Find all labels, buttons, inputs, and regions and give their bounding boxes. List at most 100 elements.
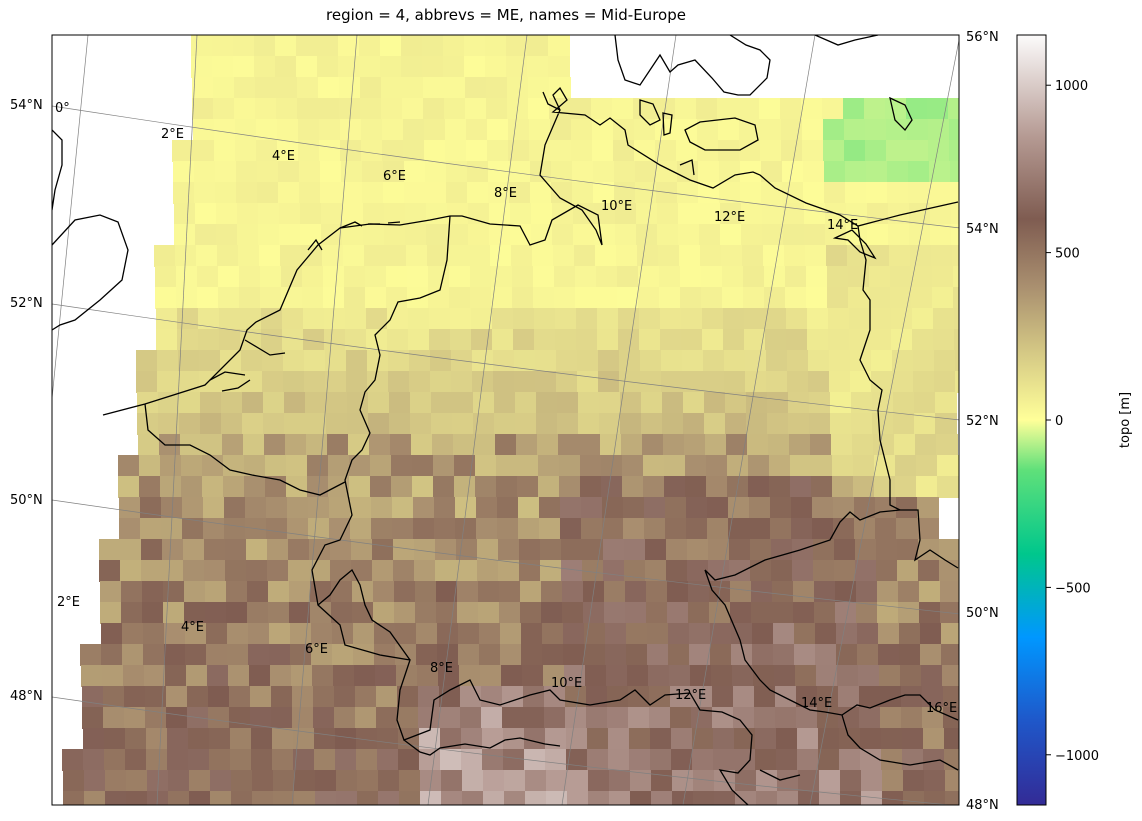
topo-cell	[576, 329, 598, 351]
topo-cell	[662, 392, 684, 414]
topo-cell	[806, 266, 828, 288]
topo-cell	[499, 602, 521, 624]
topo-cell	[370, 455, 392, 477]
topo-cell	[83, 749, 105, 771]
topo-cell	[244, 455, 266, 477]
topo-cell	[329, 497, 351, 519]
topo-cell	[470, 287, 492, 309]
topo-cell	[897, 539, 919, 561]
topo-cell	[365, 266, 387, 288]
topo-cell	[901, 707, 923, 729]
topo-cell	[701, 266, 723, 288]
topo-cell	[337, 812, 359, 821]
topo-cell	[929, 161, 951, 183]
topo-cell	[930, 203, 952, 225]
topo-cell	[736, 812, 758, 821]
topo-cell	[251, 728, 273, 750]
topo-cell	[574, 245, 596, 267]
topo-cell	[621, 434, 643, 456]
topo-cell	[561, 539, 583, 561]
topo-cell	[303, 329, 325, 351]
colorbar-tick-label: 1000	[1055, 79, 1088, 94]
topo-cell	[450, 329, 472, 351]
lon-label: 14°E	[801, 696, 832, 711]
topo-cell	[839, 728, 861, 750]
topo-cell	[619, 350, 641, 372]
topo-cell	[607, 707, 629, 729]
topo-cell	[231, 770, 253, 792]
topo-cell	[439, 686, 461, 708]
topo-cell	[538, 455, 560, 477]
topo-cell	[754, 707, 776, 729]
topo-cell	[904, 812, 926, 821]
topo-cell	[871, 350, 893, 372]
topo-cell	[712, 686, 734, 708]
topo-cell	[215, 161, 237, 183]
topo-cell	[382, 140, 404, 162]
topo-cell	[215, 182, 237, 204]
topo-cell	[248, 623, 270, 645]
topo-cell	[280, 245, 302, 267]
topo-cell	[281, 266, 303, 288]
topo-cell	[533, 287, 555, 309]
topo-cell	[397, 707, 419, 729]
topo-cell	[468, 224, 490, 246]
topo-cell	[671, 749, 693, 771]
topo-cell	[928, 140, 950, 162]
topo-cell	[760, 140, 782, 162]
topo-cell	[684, 434, 706, 456]
topo-cell	[265, 455, 287, 477]
topo-cell	[293, 749, 315, 771]
topo-cell	[146, 749, 168, 771]
topo-cell	[686, 518, 708, 540]
topo-cell	[513, 329, 535, 351]
topo-cell	[732, 665, 754, 687]
topo-cell	[482, 728, 504, 750]
topo-cell	[227, 623, 249, 645]
topo-cell	[789, 434, 811, 456]
topo-cell	[287, 497, 309, 519]
topo-cell	[902, 728, 924, 750]
topo-cell	[773, 644, 795, 666]
lon-label: 10°E	[601, 199, 632, 214]
topo-cell	[183, 539, 205, 561]
topo-cell	[277, 140, 299, 162]
map-frame	[51, 34, 960, 806]
topo-cell	[638, 287, 660, 309]
topo-cell	[743, 266, 765, 288]
topo-cell	[158, 392, 180, 414]
topo-cell	[523, 686, 545, 708]
topo-cell	[506, 35, 528, 57]
topo-cell	[668, 644, 690, 666]
topo-cell	[922, 707, 944, 729]
topo-cell	[765, 329, 787, 351]
topo-cell	[848, 266, 870, 288]
topo-cell	[877, 602, 899, 624]
topo-cell	[733, 707, 755, 729]
topo-cell	[699, 203, 721, 225]
topo-cell	[470, 266, 492, 288]
topo-cell	[205, 602, 227, 624]
topo-cell	[500, 644, 522, 666]
topo-cell	[895, 455, 917, 477]
lon-label: 6°E	[305, 642, 328, 657]
topo-cell	[423, 77, 445, 99]
topo-cell	[768, 434, 790, 456]
topo-cell	[164, 623, 186, 645]
topo-cell	[527, 56, 549, 78]
topo-cell	[454, 455, 476, 477]
topo-cell	[124, 686, 146, 708]
topo-cell	[472, 350, 494, 372]
topo-cell	[515, 392, 537, 414]
topo-cell	[494, 413, 516, 435]
topo-cell	[594, 203, 616, 225]
topo-cell	[751, 602, 773, 624]
topo-cell	[480, 665, 502, 687]
topo-cell	[308, 497, 330, 519]
topo-cell	[853, 455, 875, 477]
topo-cell	[675, 98, 697, 120]
topo-cell	[290, 623, 312, 645]
topo-cell	[618, 308, 640, 330]
lon-label: 16°E	[926, 701, 957, 716]
topo-cell	[361, 140, 383, 162]
